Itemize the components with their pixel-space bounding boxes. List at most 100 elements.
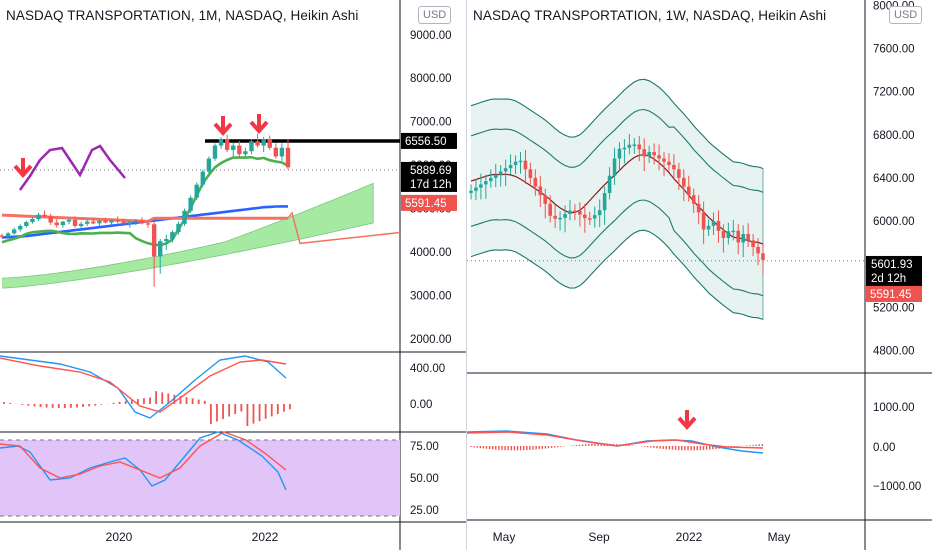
bollinger-outer-upper [470,78,764,170]
weekly-candle-body [528,169,533,178]
weekly-candle-body [474,187,478,191]
left-price-tick: 7000.00 [410,117,452,129]
right-close-price-tag: 5591.45 [870,289,912,301]
left-price-tick: 4000.00 [410,247,452,259]
weekly-candle-body [578,210,582,215]
right-macd-tick-1000: 1000.00 [873,402,915,414]
candle-body [218,139,224,146]
candle-body [78,223,84,226]
candle-body [139,220,145,224]
candle-body [84,221,90,224]
close-price-tag: 5591.45 [405,198,447,210]
candle-body [188,197,193,211]
level-price-tag-bg [401,132,457,149]
weekly-candle-body [484,181,488,185]
weekly-candle-body [518,160,523,163]
candle-body [103,220,108,223]
weekly-candle-body [632,144,637,146]
down-arrow-marker-3 [249,114,269,135]
weekly-candle-body [568,210,572,214]
weekly-candle-body [627,144,632,148]
ichimoku-cloud [1,182,374,289]
weekly-candle-body [479,184,483,188]
weekly-candle-body [731,230,736,233]
weekly-candle-body [558,217,562,220]
right-macd-tick-0: 0.00 [873,442,895,454]
left-price-tick: 8000.00 [410,73,452,85]
right-time-label: 2022 [676,530,703,544]
weekly-candle-body [711,221,716,226]
candle-body [255,141,260,146]
weekly-candle-body [701,212,706,230]
weekly-candle-body [597,210,602,216]
candle-body [212,145,218,159]
left-price-tick: 9000.00 [410,30,452,42]
ema-red-forward [287,211,401,245]
weekly-candle-body [726,231,731,238]
weekly-candle-body [657,155,661,159]
macd-line [0,355,287,419]
down-arrow-marker-1 [13,158,33,179]
right-chart-panel[interactable]: 4800.005200.005600.006000.006400.006800.… [466,0,932,550]
candle-body [30,219,35,223]
level-price-tag: 6556.50 [405,136,447,148]
candle-body [151,224,157,257]
right-macd-tick-neg1000: −1000.00 [873,481,921,493]
weekly-candle-body [548,203,552,216]
left-currency-button[interactable]: USD [418,6,452,24]
weekly-candle-body [652,152,656,156]
candle-body [109,220,114,223]
weekly-candle-body [721,230,726,238]
right-price-tick: 7200.00 [873,87,915,99]
right-down-arrow-marker [677,410,697,431]
countdown-label: 17d 12h [410,179,452,191]
candle-body [18,225,23,230]
weekly-candle-body [553,215,557,219]
candle-body [158,241,163,257]
candle-body [237,145,242,155]
weekly-candle-body [706,225,711,230]
bollinger-upper [470,108,764,193]
candle-body [273,147,279,157]
weekly-candle-body [607,175,612,194]
right-countdown-label: 2d 12h [871,273,906,285]
weekly-candle-body [587,218,592,220]
weekly-candle-body [746,233,750,241]
stoch-tick-25: 25.00 [410,505,439,517]
candle-body [24,222,29,226]
candle-body [54,222,59,226]
candle-body [200,171,206,185]
weekly-candle-body [538,186,543,196]
candle-body [176,223,181,233]
stoch-tick-75: 75.00 [410,441,439,453]
right-macd-signal [467,431,764,449]
candle-body [72,219,78,226]
weekly-candle-body [691,195,696,204]
left-price-tick: 3000.00 [410,291,452,303]
down-arrow-marker-2 [213,116,233,137]
weekly-candle-body [716,221,721,231]
right-currency-button[interactable]: USD [889,6,923,24]
right-last-tag-bg [866,255,922,286]
right-price-tick: 4800.00 [873,345,915,357]
weekly-candle-body [617,148,622,159]
bollinger-lower [470,199,764,297]
left-time-label: 2020 [106,530,133,544]
fast-ma-line [1,155,289,247]
weekly-candle-body [493,174,498,178]
weekly-candle-body [513,161,518,165]
stoch-k-line [0,431,287,491]
right-close-price-tag-bg [866,285,922,302]
weekly-candle-body [696,203,701,213]
left-chart-canvas[interactable]: 2000.003000.004000.005000.006000.007000.… [0,0,466,550]
right-last-price-label: 5601.93 [871,259,913,271]
weekly-candle-body [503,168,508,172]
weekly-candle-body [642,149,647,157]
macd-tick-400: 400.00 [410,363,445,375]
left-chart-panel[interactable]: 2000.003000.004000.005000.006000.007000.… [0,0,466,550]
candle-body [36,214,41,220]
right-price-tick: 6800.00 [873,130,915,142]
weekly-candle-body [622,147,627,150]
right-chart-canvas[interactable]: 4800.005200.005600.006000.006400.006800.… [467,0,932,550]
purple-indicator-line [18,144,126,191]
